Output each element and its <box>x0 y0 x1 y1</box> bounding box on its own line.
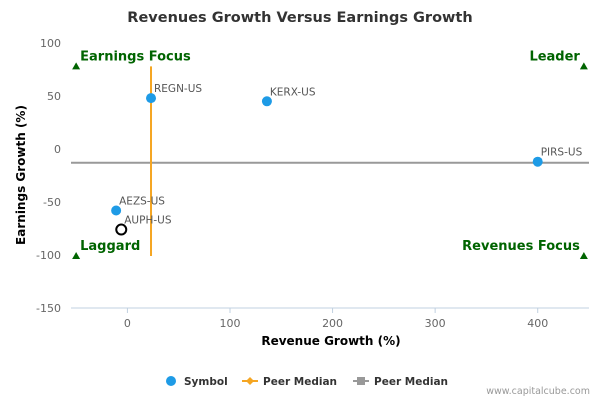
y-tick-label: -50 <box>43 196 61 209</box>
y-axis-ticks: -150 -100 -50 0 50 100 <box>36 37 61 315</box>
x-axis-title: Revenue Growth (%) <box>261 334 400 348</box>
data-point-label: AUPH-US <box>124 215 172 227</box>
y-tick-label: -100 <box>36 249 61 262</box>
quadrant-label: Leader <box>529 49 580 64</box>
credit-text: www.capitalcube.com <box>486 386 590 397</box>
data-point-label: KERX-US <box>270 86 316 98</box>
legend-symbol-marker <box>166 376 176 386</box>
x-tick-label: 200 <box>322 317 343 330</box>
y-tick-label: -150 <box>36 302 61 315</box>
quadrant-label: Earnings Focus <box>80 49 191 64</box>
quadrant-triangle-marker <box>72 252 81 260</box>
x-axis-ticks: 0 100 200 300 400 <box>124 308 548 330</box>
legend-label: Symbol <box>184 376 228 388</box>
quadrant-label: Laggard <box>80 239 140 254</box>
y-tick-label: 50 <box>47 90 61 103</box>
legend: Symbol Peer Median Peer Median <box>166 376 448 388</box>
data-point <box>115 223 128 236</box>
quadrant-triangle-marker <box>579 252 588 260</box>
x-tick-label: 400 <box>527 317 548 330</box>
data-point <box>261 96 272 107</box>
quadrant-triangle-marker <box>72 62 81 70</box>
data-point <box>532 156 543 167</box>
legend-label: Peer Median <box>374 376 448 388</box>
y-tick-label: 100 <box>40 37 61 50</box>
legend-label: Peer Median <box>263 376 337 388</box>
legend-square-marker <box>357 377 365 385</box>
x-tick-label: 300 <box>425 317 446 330</box>
data-point <box>146 93 157 104</box>
quadrant-markers: Earnings Focus Leader Laggard Revenues Focu… <box>72 49 588 260</box>
data-point-label: REGN-US <box>154 83 202 95</box>
y-axis-title: Earnings Growth (%) <box>14 105 28 245</box>
data-points: REGN-US KERX-US PIRS-US AEZS-US AUPH-US <box>111 83 583 236</box>
quadrant-triangle-marker <box>579 62 588 70</box>
chart-title: Revenues Growth Versus Earnings Growth <box>127 10 472 26</box>
x-tick-label: 0 <box>124 317 131 330</box>
data-point-label: PIRS-US <box>541 147 583 159</box>
quadrant-label: Revenues Focus <box>462 239 580 254</box>
data-point-label: AEZS-US <box>119 195 165 207</box>
data-point <box>111 205 122 216</box>
legend-diamond-marker <box>246 377 254 385</box>
y-tick-label: 0 <box>54 143 61 156</box>
x-tick-label: 100 <box>219 317 240 330</box>
